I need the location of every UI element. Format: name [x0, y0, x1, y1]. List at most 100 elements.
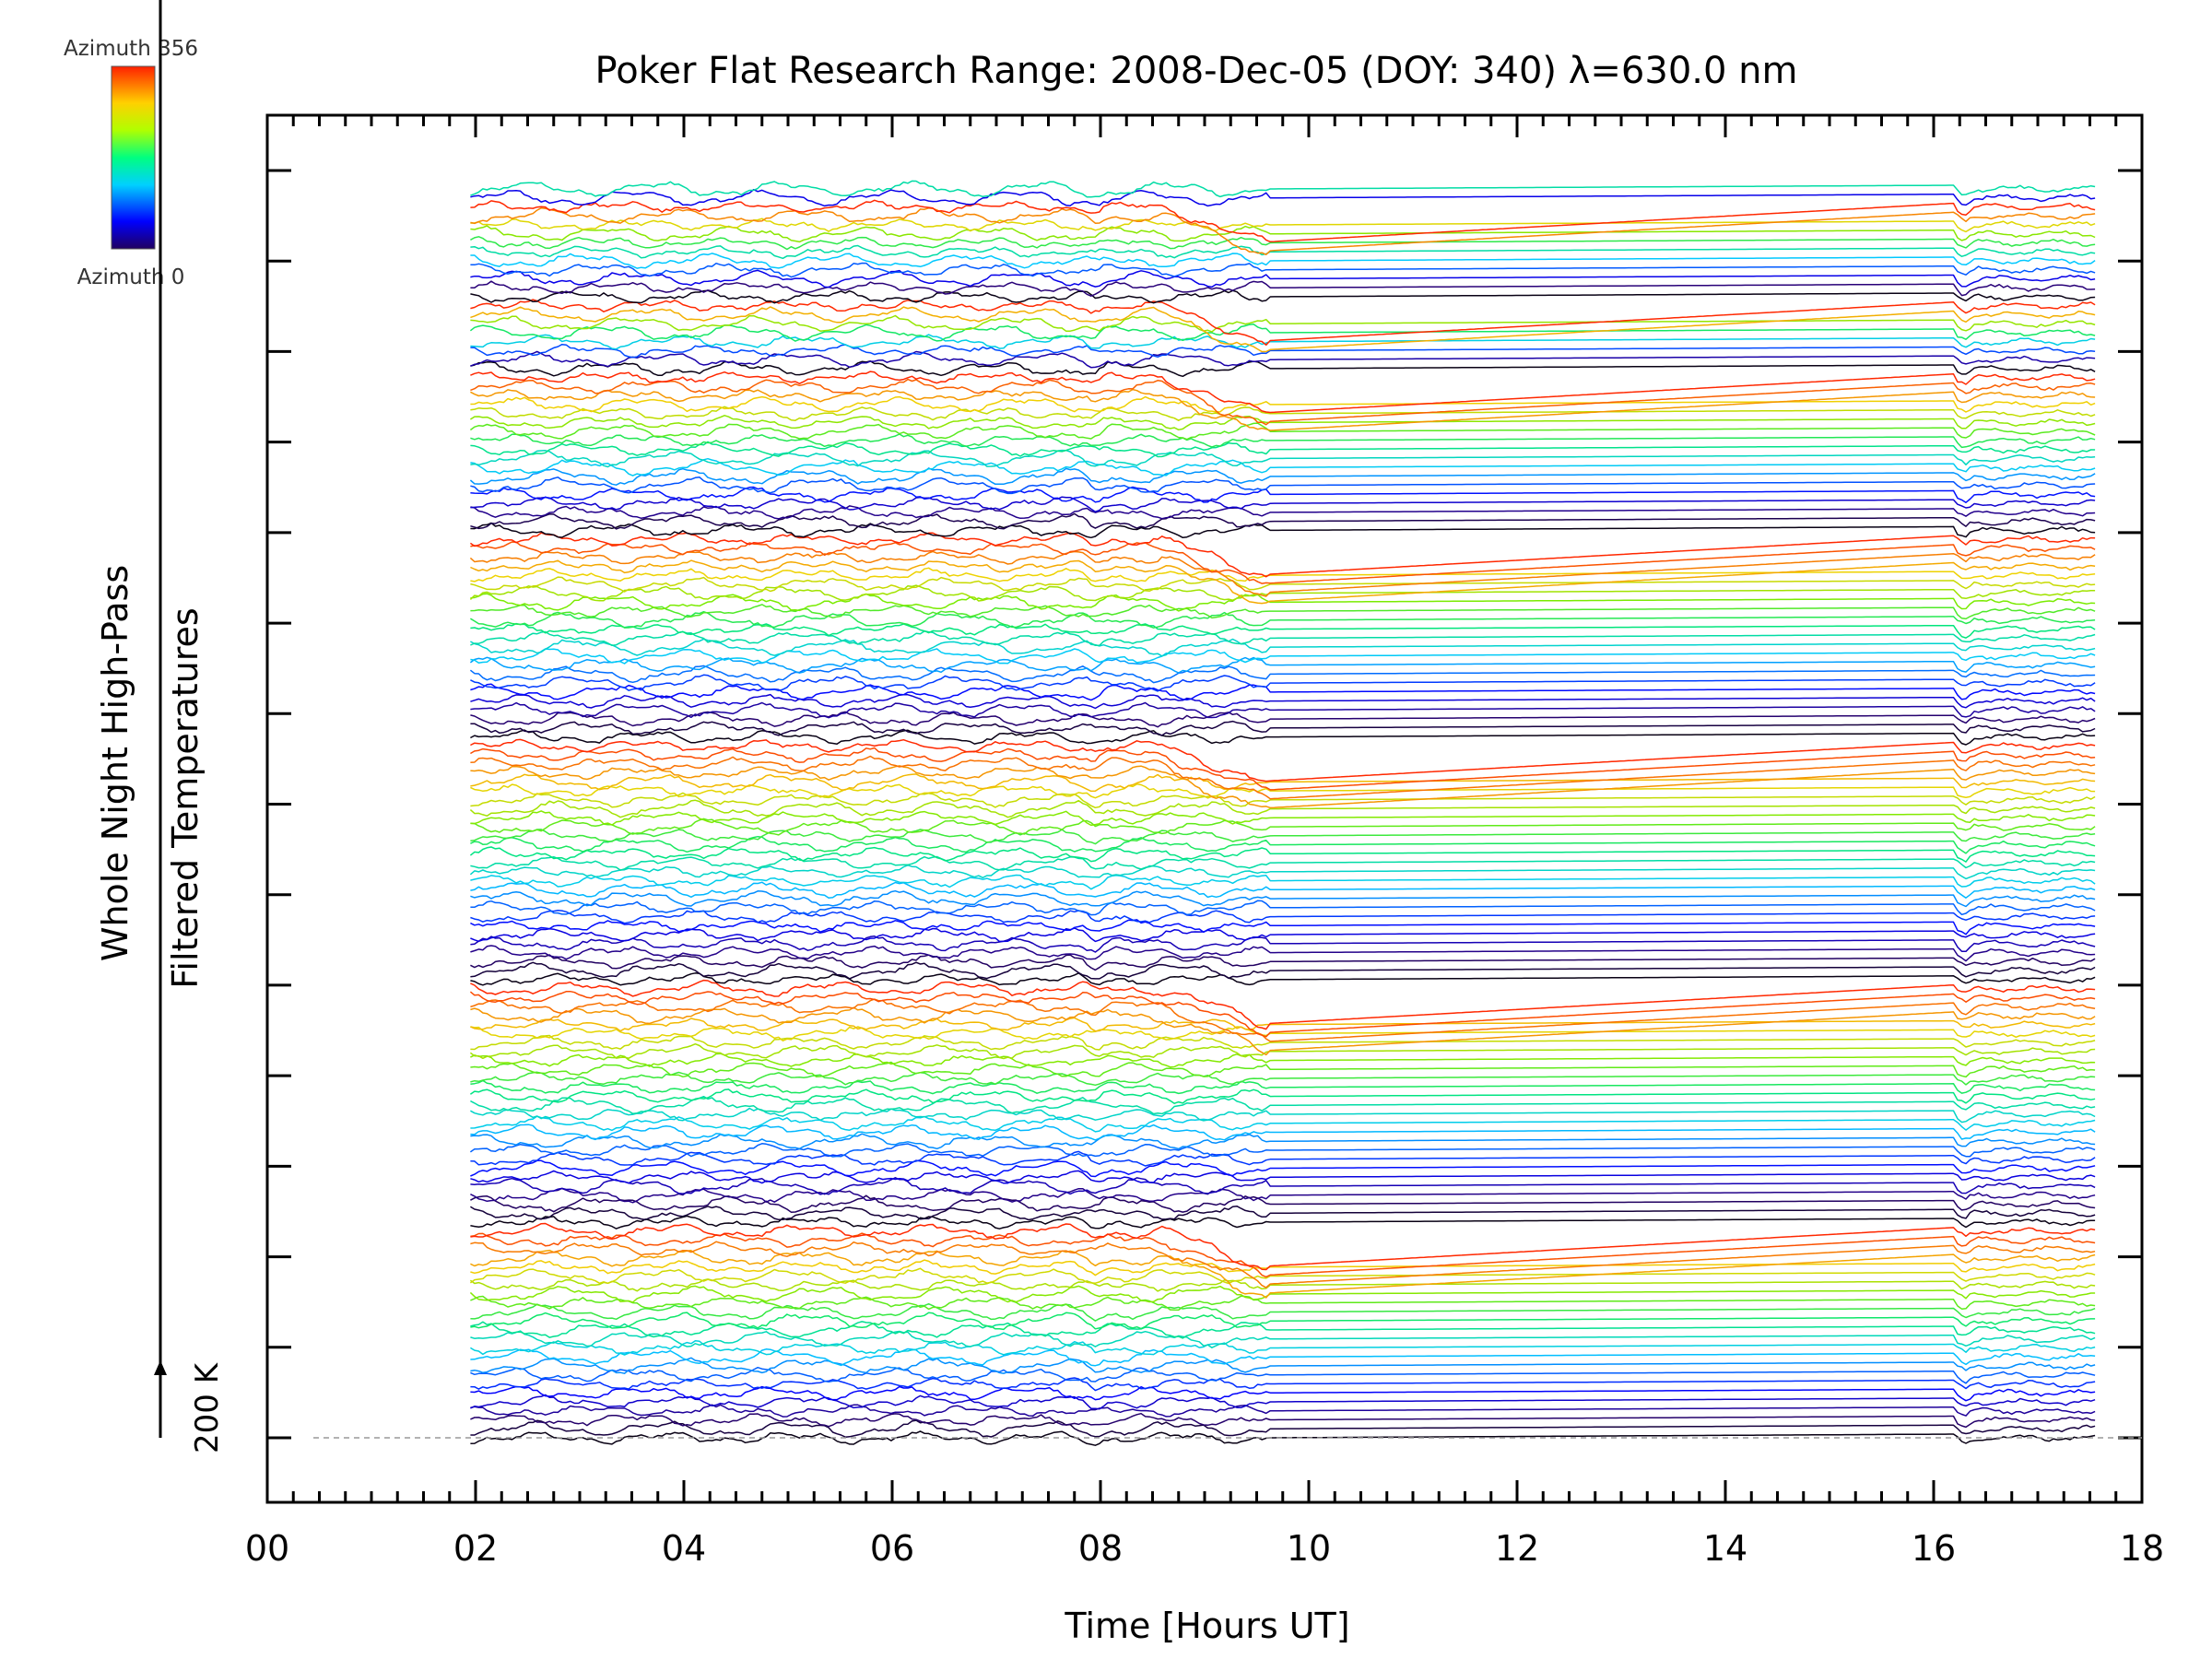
series-line — [470, 622, 2096, 639]
series-line — [470, 188, 2096, 207]
series-line — [470, 406, 2096, 421]
colorbar-bottom-label: Azimuth 0 — [77, 265, 185, 289]
series-line — [470, 604, 2096, 620]
series-line — [470, 818, 2096, 836]
x-tick-label: 14 — [1703, 1528, 1747, 1569]
series-line — [470, 738, 2096, 782]
series-line — [470, 910, 2096, 924]
series-line — [470, 747, 2096, 791]
y-axis-label-line2: Filtered Temperatures — [165, 607, 206, 988]
series-line — [470, 945, 2096, 962]
series-line — [470, 835, 2096, 854]
series-line — [470, 1124, 2096, 1141]
x-tick-label: 18 — [2120, 1528, 2164, 1569]
colorbar-top-label: Azimuth 356 — [64, 37, 198, 61]
series-line — [470, 395, 2096, 413]
series-line — [470, 683, 2096, 701]
series-line — [470, 496, 2096, 512]
series-line — [469, 665, 2096, 684]
series-line — [470, 1133, 2096, 1150]
series-line — [470, 874, 2096, 890]
series-line — [470, 1095, 2096, 1115]
series-line — [470, 979, 2096, 1030]
series-line — [470, 1295, 2096, 1312]
series-line — [470, 729, 2096, 746]
series-line — [469, 324, 2096, 342]
series-line — [470, 1312, 2096, 1331]
series-line — [470, 1412, 2096, 1429]
series-line — [470, 1302, 2096, 1322]
series-line — [470, 541, 2096, 584]
series-line — [470, 269, 2096, 288]
series-line — [470, 1187, 2096, 1204]
series-line — [470, 1194, 2096, 1213]
series-line — [470, 559, 2096, 605]
series-line — [470, 1232, 2096, 1278]
series-line — [470, 693, 2096, 710]
series-line — [470, 1170, 2096, 1184]
y-axis-label-line1: Whole Night High-Pass — [95, 565, 135, 961]
series-line — [470, 1115, 2096, 1133]
x-tick-label: 06 — [870, 1528, 914, 1569]
series-line — [470, 1150, 2096, 1167]
series-line — [470, 1079, 2096, 1095]
series-line — [470, 441, 2096, 458]
series-line — [470, 773, 2096, 793]
series-line — [469, 584, 2096, 602]
series-line — [470, 829, 2096, 845]
series-line — [470, 755, 2096, 800]
colorbar — [111, 65, 156, 250]
series-line — [470, 720, 2096, 736]
series-line — [470, 1430, 2096, 1446]
series-line — [470, 935, 2096, 953]
series-line — [470, 954, 2096, 971]
series-line — [470, 711, 2096, 728]
series-line — [470, 457, 2096, 477]
series-line — [469, 1042, 2096, 1060]
series-line — [470, 225, 2096, 243]
series-line — [469, 415, 2096, 431]
x-tick-label: 08 — [1078, 1528, 1123, 1569]
axes-group: 00 02 04 06 08 10 12 14 16 18 — [245, 113, 2164, 1569]
series-line — [470, 244, 2096, 260]
series-line — [470, 1394, 2096, 1410]
series-line — [470, 1404, 2096, 1418]
series-line — [470, 1177, 2096, 1195]
series-line — [470, 350, 2096, 369]
series-line — [470, 792, 2096, 809]
series-line — [470, 765, 2096, 809]
series-line — [470, 1419, 2096, 1438]
series-line — [470, 486, 2096, 503]
scale-bar — [154, 0, 167, 1438]
x-tick-label: 00 — [245, 1528, 289, 1569]
series-line — [470, 1241, 2096, 1288]
series-line — [470, 1026, 2096, 1041]
series-line — [470, 199, 2096, 243]
series-line — [470, 638, 2096, 657]
series-line — [470, 630, 2096, 647]
series-line — [470, 855, 2096, 871]
series-line — [470, 674, 2096, 692]
x-tick-label: 10 — [1287, 1528, 1331, 1569]
series-line — [470, 1321, 2096, 1339]
series-line — [470, 522, 2096, 539]
series-line — [469, 1267, 2096, 1285]
series-line — [469, 865, 2096, 880]
series-line — [470, 1377, 2096, 1392]
series-line — [470, 1034, 2096, 1051]
series-line — [470, 1249, 2096, 1299]
x-tick-label: 04 — [662, 1528, 706, 1569]
series-line — [470, 567, 2096, 582]
series-line — [470, 505, 2096, 520]
series-line — [469, 656, 2096, 674]
series-line — [470, 1357, 2096, 1374]
series-line — [470, 900, 2096, 916]
series-line — [470, 961, 2096, 980]
series-line — [470, 306, 2096, 353]
series-line — [469, 799, 2096, 818]
series-line — [470, 206, 2096, 255]
series-line — [470, 433, 2096, 449]
series-line — [470, 783, 2096, 799]
